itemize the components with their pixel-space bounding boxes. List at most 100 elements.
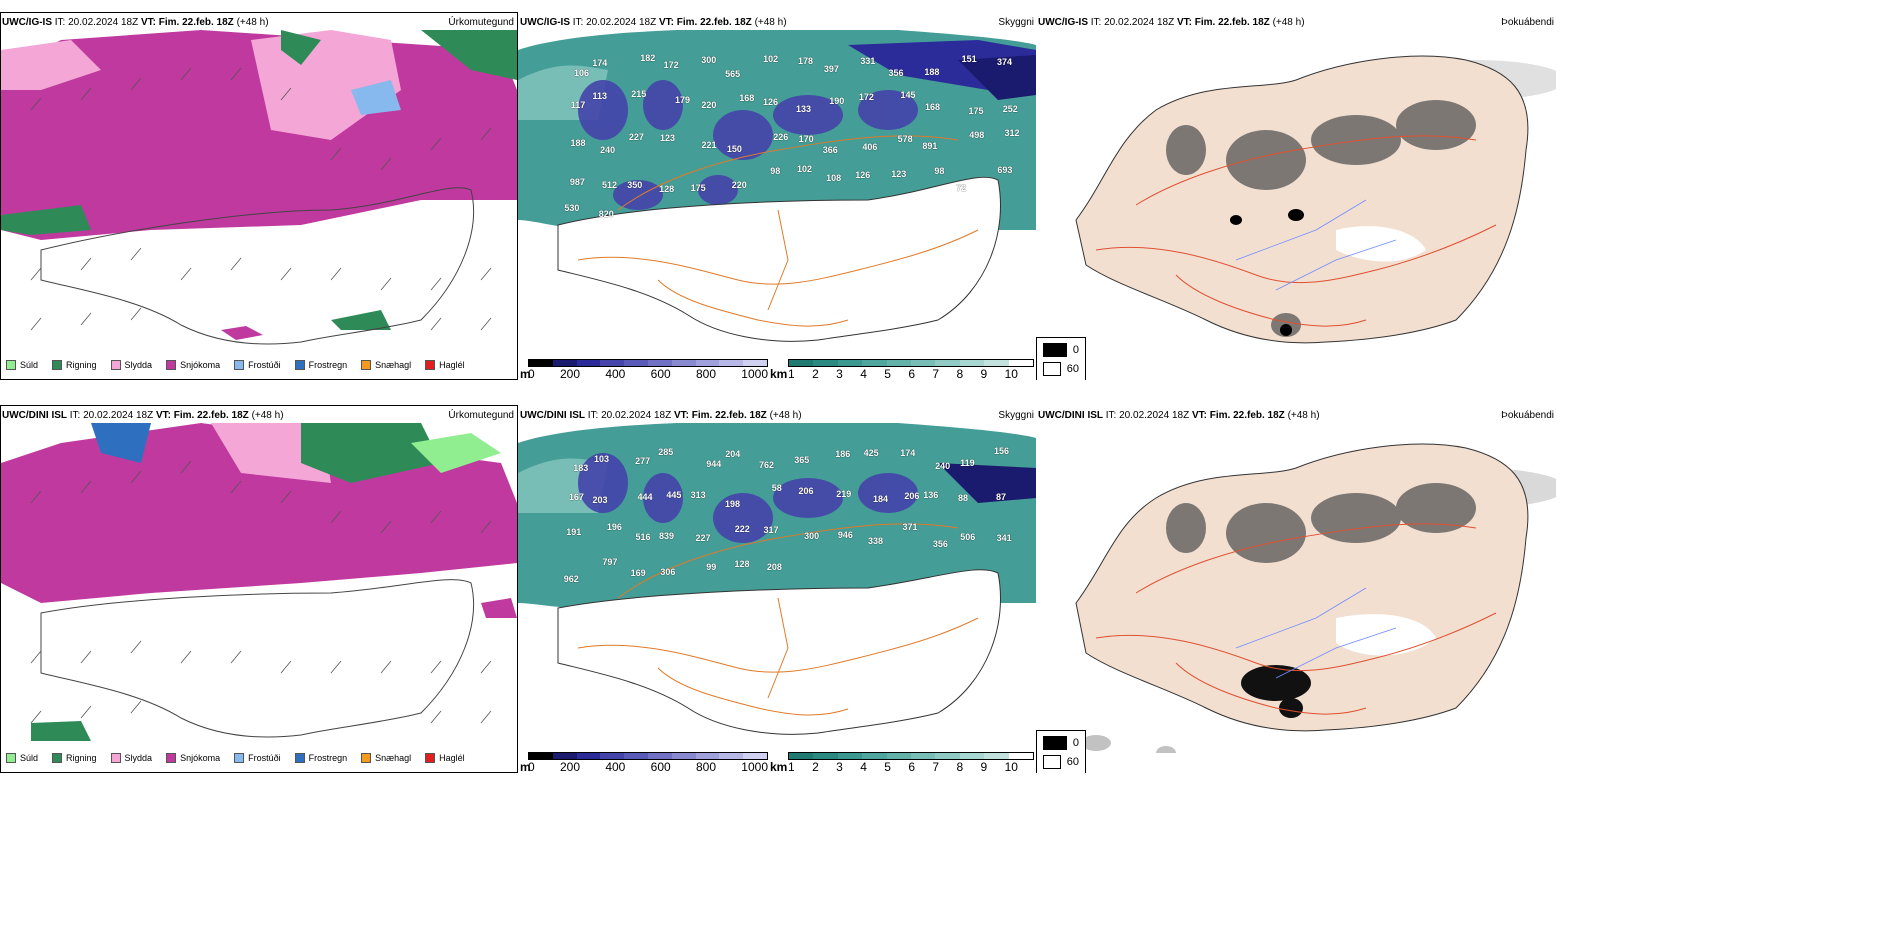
cloud-base-label: 317 (763, 524, 779, 535)
cbar-cell (671, 753, 696, 759)
cbar-cell (862, 753, 887, 759)
lead-time: (+48 h) (251, 410, 284, 421)
lead-time: (+48 h) (236, 17, 269, 28)
fog-legend-label: 0 (1072, 737, 1079, 749)
cloud-base-label: 365 (794, 454, 810, 465)
cloud-base-label: 119 (960, 458, 975, 469)
cbar-cell (789, 360, 814, 366)
tick-label: 2 (812, 760, 819, 773)
panel-title: UWC/IG-IS IT: 20.02.2024 18Z VT: Fim. 22… (520, 17, 787, 28)
cloud-base-label: 338 (867, 536, 883, 547)
legend-swatch (6, 753, 16, 763)
tick-label: 8 (956, 367, 964, 380)
cbar-cell (1008, 753, 1034, 759)
cloud-base-label: 87 (996, 491, 1007, 502)
cbar-cell (959, 753, 985, 759)
tick-label: 4 (860, 760, 867, 773)
cloud-base-label: 498 (969, 130, 985, 141)
cloud-base-label: 987 (569, 176, 585, 187)
cbar-cell (862, 360, 887, 366)
cloud-base-label: 169 (630, 568, 646, 579)
cloud-base-label: 306 (660, 566, 676, 577)
legend-swatch (6, 360, 16, 370)
panel-variable: Þokuábendi (1501, 17, 1554, 28)
tick-label: 4 (860, 367, 867, 380)
legend-item: Frostúði (234, 753, 281, 763)
fog-swatch (1043, 362, 1061, 376)
cbar-cell (624, 753, 648, 759)
legend-item: Súld (6, 360, 38, 370)
tick-label: 0 (528, 367, 535, 380)
cbar-cell (935, 360, 960, 366)
fog-legend-row: 60 (1043, 362, 1079, 376)
cbar-cell (624, 360, 648, 366)
cloud-base-label: 356 (932, 538, 948, 549)
cbar-cell (743, 753, 767, 759)
cloud-base-label: 227 (628, 132, 644, 143)
precip-legend: Súld Rigning Slydda Snjókoma Frostúði Fr… (6, 360, 465, 370)
cbar-cell (576, 753, 601, 759)
cbar-cell (837, 360, 863, 366)
cloud-base-label: 175 (968, 106, 984, 117)
legend-item: Snjókoma (166, 360, 220, 370)
cloud-base-label: 693 (997, 164, 1013, 175)
cloud-base-label: 285 (658, 446, 674, 457)
cbar-cell (695, 360, 720, 366)
panel-variable: Skyggni (998, 17, 1034, 28)
cloud-base-label: 277 (635, 456, 651, 467)
legend-label: Slydda (124, 360, 153, 370)
cloud-base-label: 103 (593, 454, 609, 465)
legend-label: Snjókoma (180, 753, 221, 763)
panel-title: UWC/DINI ISL IT: 20.02.2024 18Z VT: Fim.… (1038, 410, 1320, 421)
cloud-base-label: 312 (1004, 128, 1020, 139)
cloud-base-label: 198 (724, 498, 740, 509)
cloud-base-label: 406 (862, 142, 878, 153)
cloud-base-label: 174 (592, 57, 608, 68)
cbar-cell (600, 360, 625, 366)
cloud-base-label: 191 (566, 527, 582, 538)
cloud-base-label: 168 (739, 93, 755, 104)
legend-item: Rigning (52, 360, 97, 370)
legend-label: Snjókoma (180, 360, 221, 370)
legend-swatch (110, 753, 121, 763)
legend-label: Súld (20, 360, 39, 370)
cloud-base-label: 184 (872, 494, 888, 505)
precip-map (1, 30, 517, 348)
cloud-base-label: 366 (822, 144, 838, 155)
legend-label: Rigning (66, 753, 97, 763)
legend-label: Frostregn (308, 753, 348, 763)
cbar-cell (1008, 360, 1034, 366)
visibility-colorbar (788, 752, 1034, 760)
cloud-base-label: 444 (637, 492, 653, 503)
cloud-base-label: 962 (563, 574, 579, 585)
cloud-base-label: 371 (902, 522, 918, 533)
visibility-ticks: 1 2 3 4 5 6 7 8 9 10 (788, 367, 1018, 380)
cbar-cell (529, 360, 553, 366)
cloud-base-label: 341 (996, 532, 1012, 543)
valid-label: VT: (1191, 410, 1207, 421)
cloud-base-label: 175 (690, 183, 706, 194)
cloud-base-label: 204 (725, 449, 741, 460)
cbar-cell (552, 753, 577, 759)
cloud-base-label: 300 (804, 531, 820, 542)
panel-title: UWC/IG-IS IT: 20.02.2024 18Z VT: Fim. 22… (1038, 17, 1305, 28)
cbar-cell (743, 360, 767, 366)
cloud-base-label: 374 (996, 57, 1012, 68)
tick-label: 10 (1004, 367, 1018, 380)
cloud-base-label: 425 (863, 448, 879, 458)
legend-label: Frostregn (308, 360, 348, 370)
cloud-base-label: 215 (631, 88, 647, 99)
fog-legend: 0 60 (1036, 730, 1086, 773)
cloud-base-label: 578 (897, 134, 913, 145)
fog-swatch (1043, 755, 1061, 769)
cloud-base-label: 133 (795, 103, 812, 114)
legend-label: Snæhagl (375, 360, 412, 370)
tick-label: 1000 (741, 760, 768, 773)
cbar-cell (911, 360, 936, 366)
fog-swatch (1043, 736, 1067, 750)
tick-label: 800 (695, 367, 716, 380)
precip-map (1, 423, 517, 741)
legend-item: Haglél (425, 360, 465, 370)
panel-variable: Þokuábendi (1501, 410, 1554, 421)
cloud-base-label: 300 (701, 54, 717, 65)
